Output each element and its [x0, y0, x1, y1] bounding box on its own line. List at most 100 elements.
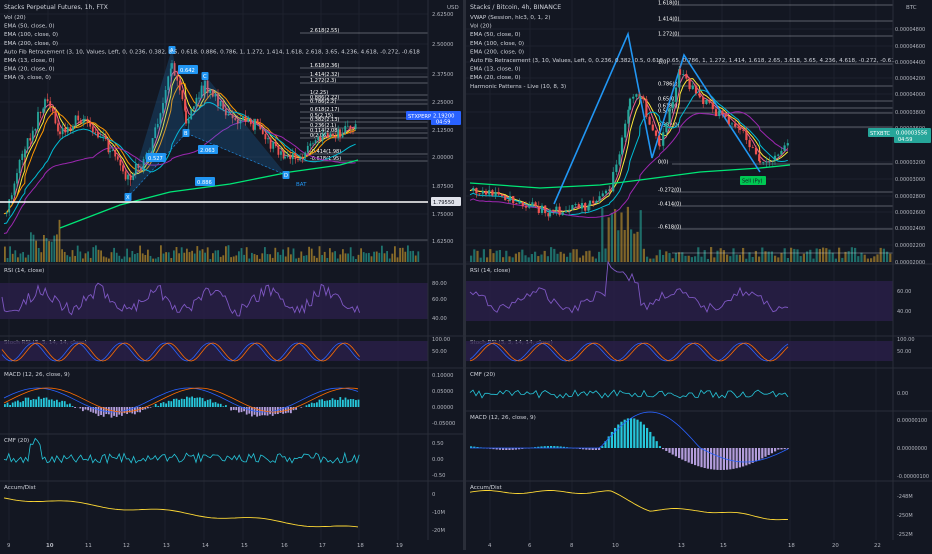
left-candle[interactable]: [105, 136, 107, 139]
left-candle[interactable]: [295, 153, 297, 159]
left-candle[interactable]: [125, 171, 127, 179]
left-candle[interactable]: [127, 175, 129, 180]
left-pane-title[interactable]: CMF (20): [4, 438, 29, 444]
left-candle[interactable]: [347, 126, 349, 127]
left-candle[interactable]: [324, 133, 326, 134]
left-candle[interactable]: [292, 153, 294, 159]
left-candle[interactable]: [16, 173, 18, 183]
left-candle[interactable]: [49, 101, 51, 108]
chart-divider[interactable]: [463, 0, 466, 550]
right-candle[interactable]: [531, 202, 533, 206]
left-candle[interactable]: [42, 108, 44, 112]
right-candle[interactable]: [769, 161, 771, 162]
left-overlay-item[interactable]: Auto Fib Retracement (3, 10, Values, Lef…: [4, 49, 420, 55]
right-candle[interactable]: [571, 205, 573, 210]
left-candle[interactable]: [182, 90, 184, 99]
left-candle[interactable]: [112, 150, 114, 151]
left-candle[interactable]: [284, 157, 286, 159]
right-candle[interactable]: [672, 102, 674, 108]
left-candle[interactable]: [40, 112, 42, 113]
left-candle[interactable]: [350, 126, 352, 128]
left-candle[interactable]: [299, 158, 301, 160]
left-candle[interactable]: [253, 124, 255, 130]
left-candle[interactable]: [89, 122, 91, 127]
left-candle[interactable]: [72, 126, 74, 130]
right-candle[interactable]: [538, 206, 540, 213]
right-candle[interactable]: [739, 128, 741, 130]
left-candle[interactable]: [339, 129, 341, 137]
right-overlay-item[interactable]: EMA (100, close, 0): [470, 41, 524, 47]
right-candle[interactable]: [544, 206, 546, 214]
left-candle[interactable]: [83, 119, 85, 123]
right-candle[interactable]: [728, 117, 730, 124]
right-candle[interactable]: [665, 123, 667, 132]
left-candle[interactable]: [310, 143, 312, 145]
right-candle[interactable]: [515, 203, 517, 204]
right-candle[interactable]: [699, 96, 701, 98]
right-overlay-item[interactable]: Auto Fib Retracement (3, 10, Values, Lef…: [470, 58, 895, 64]
left-candle[interactable]: [259, 124, 261, 129]
left-candle[interactable]: [184, 99, 186, 110]
right-candle[interactable]: [599, 196, 601, 201]
left-candle[interactable]: [32, 131, 34, 141]
right-candle[interactable]: [559, 207, 561, 215]
left-candle[interactable]: [57, 123, 59, 131]
left-candle[interactable]: [179, 81, 181, 91]
left-candle[interactable]: [342, 133, 344, 137]
left-candle[interactable]: [95, 132, 97, 133]
left-candle[interactable]: [24, 149, 26, 157]
right-candle[interactable]: [581, 203, 583, 209]
right-candle[interactable]: [541, 206, 543, 213]
right-candle[interactable]: [509, 196, 511, 201]
right-candle[interactable]: [692, 86, 694, 89]
right-candle[interactable]: [482, 191, 484, 194]
right-candle[interactable]: [501, 195, 503, 196]
left-candle[interactable]: [322, 134, 324, 140]
left-overlay-item[interactable]: EMA (13, close, 0): [4, 58, 55, 64]
right-candle[interactable]: [568, 210, 570, 211]
right-candle[interactable]: [784, 145, 786, 150]
right-candle[interactable]: [777, 155, 779, 156]
left-candle[interactable]: [304, 153, 306, 159]
right-candle[interactable]: [669, 108, 671, 124]
right-candle[interactable]: [712, 103, 714, 109]
right-candle[interactable]: [662, 132, 664, 146]
right-candle[interactable]: [549, 210, 551, 217]
left-overlay-item[interactable]: EMA (50, close, 0): [4, 24, 55, 30]
right-candle[interactable]: [682, 74, 684, 75]
right-overlay-item[interactable]: Vol (20): [470, 24, 492, 30]
right-candle[interactable]: [587, 205, 589, 210]
left-candle[interactable]: [332, 134, 334, 136]
left-candle[interactable]: [327, 133, 329, 137]
left-candle[interactable]: [21, 154, 23, 160]
left-candle[interactable]: [109, 151, 111, 152]
right-candle[interactable]: [589, 201, 591, 206]
left-candle[interactable]: [352, 128, 354, 129]
right-candle[interactable]: [742, 130, 744, 131]
right-candle[interactable]: [595, 201, 597, 203]
left-candle[interactable]: [64, 128, 66, 133]
left-overlay-item[interactable]: EMA (9, close, 0): [4, 75, 51, 81]
left-chart-title[interactable]: Stacks Perpetual Futures, 1h, FTX: [4, 4, 109, 11]
left-candle[interactable]: [92, 127, 94, 132]
right-candle[interactable]: [615, 165, 617, 172]
right-candle[interactable]: [525, 206, 527, 207]
right-candle[interactable]: [488, 190, 490, 194]
left-candle[interactable]: [262, 129, 264, 134]
left-candle[interactable]: [120, 160, 122, 166]
right-candle[interactable]: [584, 203, 586, 211]
right-overlay-item[interactable]: VWAP (Session, hlc3, 0, 1, 2): [470, 15, 550, 21]
left-candle[interactable]: [70, 127, 72, 130]
right-candle[interactable]: [552, 210, 554, 211]
left-candle[interactable]: [87, 119, 89, 122]
right-candle[interactable]: [721, 110, 723, 114]
right-candle[interactable]: [731, 123, 733, 124]
left-candle[interactable]: [275, 142, 277, 146]
left-candle[interactable]: [80, 120, 82, 123]
right-candle[interactable]: [649, 117, 651, 125]
right-candle[interactable]: [725, 114, 727, 117]
right-candle[interactable]: [762, 162, 764, 163]
right-candle[interactable]: [629, 99, 631, 110]
left-candle[interactable]: [14, 184, 16, 196]
